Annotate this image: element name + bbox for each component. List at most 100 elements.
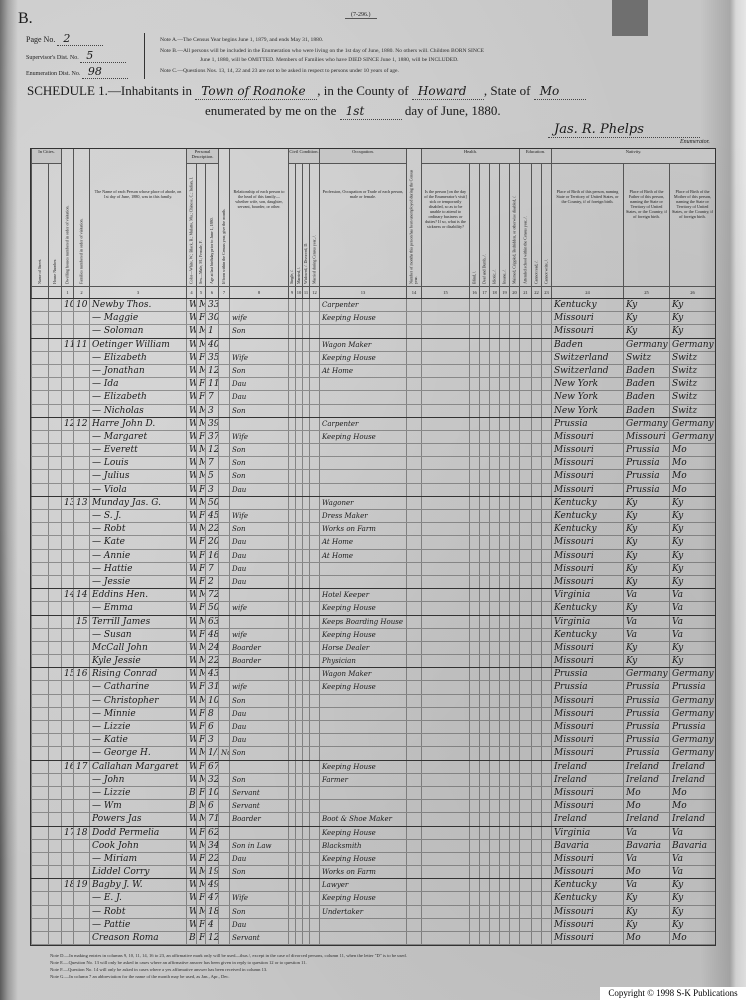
- cell-color: W: [186, 813, 196, 826]
- cell-empty: [421, 905, 469, 918]
- cell-empty: [309, 813, 319, 826]
- cell-empty: [519, 483, 531, 496]
- cell-empty: [295, 721, 302, 734]
- cell-empty: [519, 325, 531, 338]
- cell-empty: [288, 879, 295, 892]
- cell-empty: [519, 615, 531, 628]
- cell-empty: [302, 312, 309, 325]
- cell-empty: [421, 470, 469, 483]
- column-number: [49, 286, 61, 298]
- cell-empty: [48, 602, 61, 615]
- cell-empty: [499, 378, 509, 391]
- cell-empty: [541, 536, 551, 549]
- county-value: Howard: [411, 83, 484, 100]
- cell-empty: [31, 510, 48, 523]
- cell-empty: [309, 905, 319, 918]
- cell-occ: At Home: [319, 364, 406, 378]
- cell-mother: Ky: [669, 641, 715, 655]
- cell-empty: [309, 496, 319, 509]
- cell-occ: Works on Farm: [319, 866, 406, 879]
- cell-empty: [48, 589, 61, 602]
- cell-empty: [309, 536, 319, 549]
- cell-f: [73, 391, 89, 404]
- cell-empty: [48, 813, 61, 826]
- cell-empty: [489, 312, 499, 325]
- cell-empty: [519, 523, 531, 536]
- cell-sex: F: [196, 602, 205, 615]
- cell-empty: [309, 932, 319, 945]
- cell-empty: [489, 575, 499, 589]
- cell-empty: [309, 602, 319, 615]
- cell-empty: [499, 918, 509, 931]
- cell-father: Ky: [623, 918, 669, 931]
- cell-occ: At Home: [319, 549, 406, 562]
- column-header-14: Number of months this person has been un…: [406, 149, 421, 298]
- cell-name: — Katie: [89, 734, 186, 747]
- cell-age: 3: [205, 404, 218, 417]
- cell-name: — Margaret: [89, 430, 186, 444]
- cell-empty: [295, 496, 302, 509]
- cell-age: 45: [205, 510, 218, 523]
- cell-empty: [509, 773, 519, 786]
- cell-empty: [499, 549, 509, 562]
- cell-empty: [479, 325, 489, 338]
- cell-empty: [469, 932, 479, 945]
- cell-sex: M: [196, 641, 205, 655]
- cell-birth: Missouri: [551, 641, 623, 655]
- cell-birth: Baden: [551, 338, 623, 351]
- cell-empty: [295, 839, 302, 852]
- table-row: — KatieWF3DauMissouriPrussiaGermany: [31, 734, 715, 748]
- cell-empty: [541, 786, 551, 800]
- cell-age: 24: [205, 641, 218, 655]
- group-health: Health.: [421, 149, 519, 164]
- cell-empty: [531, 562, 541, 575]
- cell-empty: [288, 721, 295, 734]
- cell-occ: [319, 470, 406, 483]
- cell-empty: [531, 734, 541, 747]
- cell-father: Prussia: [623, 721, 669, 734]
- cell-empty: [499, 786, 509, 800]
- cell-empty: [479, 707, 489, 720]
- cell-empty: [302, 430, 309, 444]
- cell-rel: Dau: [229, 391, 288, 404]
- cell-empty: [519, 417, 531, 430]
- cell-empty: [302, 417, 309, 430]
- cell-name: Newby Thos.: [89, 299, 186, 312]
- table-row: 1516Rising ConradWM43Wagon MakerPrussiaG…: [31, 668, 715, 682]
- cell-month: [218, 536, 229, 549]
- cell-father: Ky: [623, 892, 669, 905]
- cell-empty: [469, 496, 479, 509]
- cell-occ: Boot & Shoe Maker: [319, 813, 406, 826]
- cell-empty: [531, 932, 541, 945]
- cell-name: Bagby J. W.: [89, 879, 186, 892]
- cell-empty: [406, 602, 421, 615]
- cell-empty: [509, 523, 519, 536]
- cell-empty: [509, 839, 519, 852]
- cell-empty: [421, 681, 469, 694]
- cell-age: 16: [205, 549, 218, 562]
- table-row: Creason RomaBF12ServantMissouriMoMo: [31, 932, 715, 946]
- cell-d: [61, 483, 73, 496]
- cell-empty: [531, 839, 541, 852]
- cell-empty: [406, 918, 421, 931]
- note-d: Note D.—In making entries in columns 9, …: [50, 953, 407, 958]
- cell-empty: [489, 655, 499, 668]
- cell-name: — Annie: [89, 549, 186, 562]
- cell-empty: [302, 655, 309, 668]
- cell-empty: [489, 457, 499, 470]
- cell-empty: [295, 668, 302, 681]
- cell-empty: [489, 562, 499, 575]
- table-row: Liddel CorryWM19SonWorks on FarmMissouri…: [31, 866, 715, 880]
- cell-empty: [309, 391, 319, 404]
- table-row: — WmBM6ServantMissouriMoMo: [31, 800, 715, 814]
- cell-birth: Missouri: [551, 655, 623, 668]
- cell-empty: [499, 510, 509, 523]
- cell-f: [73, 430, 89, 444]
- table-row: 1313Munday Jas. G.WM50WagonerKentuckyKyK…: [31, 496, 715, 510]
- cell-empty: [48, 826, 61, 839]
- cell-month: [218, 404, 229, 417]
- cell-rel: [229, 826, 288, 839]
- cell-color: W: [186, 536, 196, 549]
